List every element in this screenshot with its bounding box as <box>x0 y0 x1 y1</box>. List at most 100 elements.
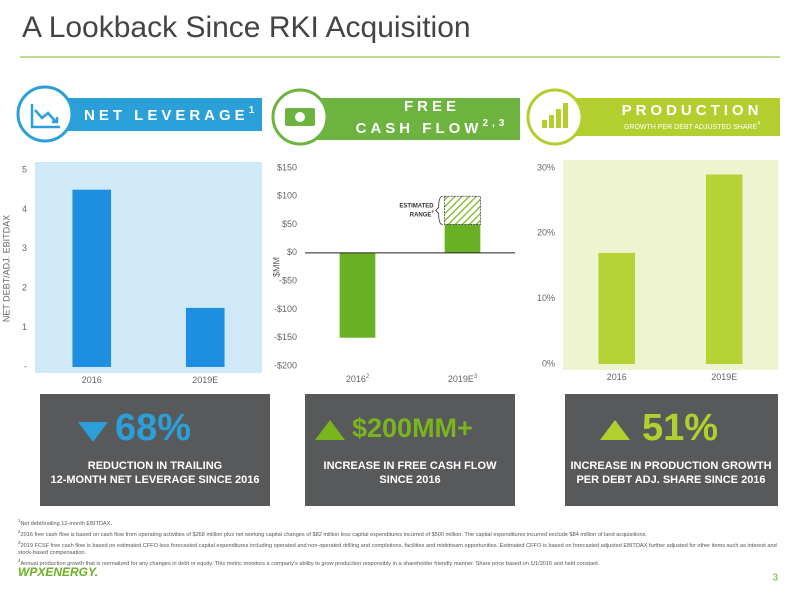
annotation-line: RANGE <box>410 212 432 218</box>
footnote-text: 2019 FCSF free cash flow is based on est… <box>18 542 777 556</box>
y-tick-label: $0 <box>287 247 297 257</box>
stat-text: INCREASE IN PRODUCTION GROWTH <box>570 460 771 472</box>
subheader: GROWTH PER DEBT ADJUSTED SHARE <box>624 124 758 131</box>
plot-background <box>35 162 262 373</box>
y-tick-label: - <box>24 361 27 371</box>
plot-background <box>563 160 778 370</box>
stat-box <box>565 394 778 506</box>
footnote-marker: 4 <box>18 557 21 563</box>
stat-arrow-up <box>600 420 630 440</box>
stat-value: 51% <box>642 407 718 449</box>
y-tick-label: -$200 <box>274 360 297 370</box>
category-note: 2 <box>366 374 370 380</box>
x-tick-label: 20162 <box>346 374 370 385</box>
icon-cash-coin <box>295 112 305 122</box>
bar <box>705 174 743 364</box>
footnote-marker: 3 <box>18 539 21 545</box>
header-banner <box>300 98 520 140</box>
y-axis-label: NET DEBT/ADJ. EBITDAX <box>1 215 11 322</box>
category-note: 3 <box>474 374 478 380</box>
y-tick-label: 1 <box>22 322 27 332</box>
y-tick-label: $100 <box>277 191 297 201</box>
footnote-text: Net debt/trailing 12-month EBITDAX. <box>20 520 112 527</box>
header-banner <box>45 98 262 131</box>
header-text: FREE <box>404 98 460 115</box>
logo: WPXENERGY. <box>18 565 98 579</box>
y-tick-label: 20% <box>537 228 555 238</box>
y-tick-label: -$150 <box>274 332 297 342</box>
header-icon <box>526 88 584 146</box>
header-line: NET LEVERAGE <box>84 107 249 124</box>
stat-text: PER DEBT ADJ. SHARE SINCE 2016 <box>576 474 765 486</box>
y-tick-label: -$50 <box>279 276 297 286</box>
header-sup: 1 <box>249 105 259 116</box>
footnote: 4Annual production growth that is normal… <box>18 557 780 568</box>
y-tick-label: -$100 <box>274 304 297 314</box>
header-banner <box>555 98 780 136</box>
header-line: CASH FLOW <box>356 120 483 137</box>
x-tick-label: 2019E <box>192 375 218 385</box>
bar <box>185 307 225 367</box>
y-tick-label: 3 <box>22 243 27 253</box>
header-text: NET LEVERAGE1 <box>84 105 258 124</box>
category: 2016 <box>346 374 366 384</box>
stat-text: 12-MONTH NET LEVERAGE SINCE 2016 <box>50 474 259 486</box>
y-axis-label: $MM <box>271 257 281 277</box>
x-tick-label: 2019E <box>711 372 737 382</box>
category: 2016 <box>82 375 102 385</box>
annotation: ESTIMATED <box>399 203 434 209</box>
y-tick-label: $150 <box>277 162 297 172</box>
category: 2016 <box>607 372 627 382</box>
stat-box <box>40 394 270 506</box>
stat-text: INCREASE IN FREE CASH FLOW <box>324 460 498 472</box>
category: 2019E <box>448 374 474 384</box>
page-number: 3 <box>772 573 778 584</box>
bar <box>444 224 481 253</box>
footnote-text: 2016 free cash flow is based on cash flo… <box>20 531 647 538</box>
y-tick-label: 4 <box>22 204 27 214</box>
subheader-sup: 4 <box>757 121 760 127</box>
header-sup: 2,3 <box>482 118 508 129</box>
x-tick-label: 2016 <box>607 372 627 382</box>
header-text: CASH FLOW2,3 <box>356 118 509 137</box>
annotation: RANGE3 <box>410 208 435 218</box>
y-tick-label: 2 <box>22 283 27 293</box>
footnote-marker: 1 <box>18 518 21 523</box>
footnotes: 1Net debt/trailing 12-month EBITDAX. 2201… <box>18 517 780 567</box>
icon-bars <box>542 103 568 128</box>
stat-value: $200MM+ <box>352 413 473 443</box>
annotation-line: ESTIMATED <box>399 203 434 209</box>
y-tick-label: 5 <box>22 164 27 174</box>
footnote-text: Annual production growth that is normali… <box>20 560 600 567</box>
y-tick-label: 10% <box>537 293 555 303</box>
y-tick-label: 30% <box>537 162 555 172</box>
slide-title: A Lookback Since RKI Acquisition <box>22 11 471 44</box>
footnote-marker: 2 <box>18 528 21 534</box>
range-bracket <box>435 195 443 225</box>
stat-arrow-up <box>315 420 345 440</box>
x-tick-label: 2019E3 <box>448 374 478 385</box>
category: 2019E <box>711 372 737 382</box>
header-subtext: GROWTH PER DEBT ADJUSTED SHARE4 <box>624 121 760 131</box>
bar <box>72 189 112 367</box>
header-text: PRODUCTION <box>622 102 763 119</box>
charts: - 1 2 3 4 5 NET DEBT/ADJ. EBITDAX 2016 2019E -$20… <box>1 160 778 385</box>
y-tick-label: 0% <box>542 358 555 368</box>
stat-text: REDUCTION IN TRAILING <box>88 460 222 472</box>
footnote: 1Net debt/trailing 12-month EBITDAX. <box>18 517 780 528</box>
annotation-sup: 3 <box>431 208 434 213</box>
footnote: 22016 free cash flow is based on cash fl… <box>18 528 780 539</box>
bar <box>598 252 636 364</box>
stat-text: SINCE 2016 <box>379 474 440 486</box>
x-tick-label: 2016 <box>82 375 102 385</box>
header-line: FREE <box>404 98 460 115</box>
stat-arrow-down <box>78 422 108 442</box>
footnote: 32019 FCSF free cash flow is based on es… <box>18 539 780 557</box>
bar <box>339 252 376 338</box>
stat-box <box>305 394 515 506</box>
category: 2019E <box>192 375 218 385</box>
stat-value: 68% <box>115 407 191 449</box>
estimated-range <box>444 195 481 225</box>
